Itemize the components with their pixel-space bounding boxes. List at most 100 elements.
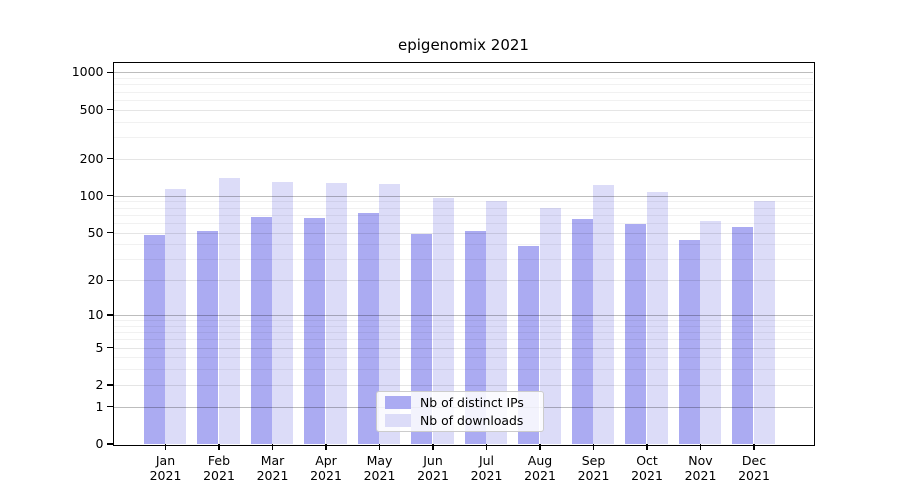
y-tick-0 xyxy=(106,443,114,445)
bar-downloads-feb xyxy=(218,178,240,444)
gridline-60 xyxy=(113,222,813,224)
bar-distinct-ips-may xyxy=(357,213,379,444)
gridline-100 xyxy=(113,195,813,197)
bar-distinct-ips-sep xyxy=(571,218,593,444)
x-tick-label-sep: Sep 2021 xyxy=(577,453,610,483)
gridline-6 xyxy=(113,339,813,341)
x-tick-label-jan: Jan 2021 xyxy=(149,453,182,483)
y-tick-label-50: 50 xyxy=(87,224,104,240)
legend-item-downloads: Nb of downloads xyxy=(385,413,535,428)
y-tick-label-200: 200 xyxy=(79,150,104,166)
legend-swatch-distinct-ips xyxy=(385,396,411,409)
x-tick-label-dec: Dec 2021 xyxy=(738,453,770,483)
x-tick-sep xyxy=(592,444,595,450)
legend-label-distinct-ips: Nb of distinct IPs xyxy=(420,395,524,410)
x-tick-apr xyxy=(325,444,327,450)
x-tick-feb xyxy=(218,444,220,450)
y-tick-label-1: 1 xyxy=(95,398,104,414)
y-tick-100 xyxy=(106,195,114,197)
y-tick-label-2: 2 xyxy=(95,376,104,392)
gridline-7 xyxy=(113,332,813,334)
y-tick-20 xyxy=(106,279,114,281)
bar-distinct-ips-feb xyxy=(197,231,219,444)
bar-distinct-ips-mar xyxy=(250,217,272,444)
y-tick-label-10: 10 xyxy=(87,307,104,322)
x-tick-label-may: May 2021 xyxy=(363,453,396,483)
gridline-900 xyxy=(113,78,813,79)
y-tick-1000 xyxy=(106,71,114,73)
bar-downloads-jul xyxy=(486,200,508,444)
x-tick-may xyxy=(378,444,381,450)
y-tick-5 xyxy=(106,347,114,349)
gridline-20 xyxy=(113,280,813,282)
x-tick-jan xyxy=(164,444,167,450)
y-tick-label-20: 20 xyxy=(87,272,104,288)
x-tick-label-mar: Mar 2021 xyxy=(256,453,289,483)
x-tick-label-nov: Nov 2021 xyxy=(684,453,717,483)
y-tick-label-0: 0 xyxy=(95,436,104,451)
y-tick-50 xyxy=(106,231,114,234)
x-tick-label-feb: Feb 2021 xyxy=(203,453,235,483)
gridline-300 xyxy=(113,137,813,138)
y-tick-label-100: 100 xyxy=(79,187,104,203)
gridline-3 xyxy=(113,369,813,371)
bar-downloads-dec xyxy=(753,201,775,444)
legend-swatch-downloads xyxy=(385,414,411,427)
x-tick-label-oct: Oct 2021 xyxy=(631,453,663,483)
chart-title: epigenomix 2021 xyxy=(398,36,529,54)
bar-distinct-ips-dec xyxy=(732,227,754,444)
gridline-600 xyxy=(113,99,813,101)
bar-downloads-oct xyxy=(646,191,668,444)
gridline-800 xyxy=(113,84,813,86)
x-tick-dec xyxy=(753,444,755,450)
gridline-40 xyxy=(113,244,813,246)
y-tick-label-1000: 1000 xyxy=(71,64,104,80)
bar-downloads-nov xyxy=(700,221,722,444)
x-tick-label-jun: Jun 2021 xyxy=(417,453,449,483)
gridline-200 xyxy=(113,158,813,160)
bar-downloads-jun xyxy=(432,197,454,444)
bar-downloads-mar xyxy=(272,182,294,444)
x-tick-mar xyxy=(271,444,274,450)
x-tick-oct xyxy=(646,444,648,450)
y-tick-500 xyxy=(106,108,114,111)
gridline-4 xyxy=(113,357,813,359)
x-tick-label-jul: Jul 2021 xyxy=(470,453,503,483)
gridline-700 xyxy=(113,91,813,93)
y-tick-10 xyxy=(106,314,114,316)
legend-label-downloads: Nb of downloads xyxy=(420,413,524,428)
x-tick-label-apr: Apr 2021 xyxy=(310,453,342,483)
y-tick-2 xyxy=(106,384,114,386)
bar-distinct-ips-jan xyxy=(143,234,165,444)
gridline-70 xyxy=(113,214,813,216)
x-tick-jul xyxy=(485,444,488,450)
gridline-90 xyxy=(113,201,813,203)
bar-downloads-aug xyxy=(539,208,561,444)
gridline-80 xyxy=(113,207,813,209)
gridline-10 xyxy=(113,315,813,316)
gridline-5 xyxy=(113,347,813,349)
x-tick-nov xyxy=(699,444,702,450)
y-tick-label-500: 500 xyxy=(79,101,104,117)
bar-downloads-jan xyxy=(165,189,187,444)
gridline-500 xyxy=(113,109,813,111)
bar-downloads-sep xyxy=(593,185,615,444)
x-tick-label-aug: Aug 2021 xyxy=(524,453,556,483)
y-tick-200 xyxy=(106,158,114,160)
bar-distinct-ips-jul xyxy=(464,231,486,444)
bar-downloads-apr xyxy=(325,183,347,444)
gridline-30 xyxy=(113,259,813,261)
gridline-400 xyxy=(113,121,813,123)
gridline-2 xyxy=(113,384,813,386)
gridline-9 xyxy=(113,320,813,322)
legend: Nb of distinct IPs Nb of downloads xyxy=(376,391,544,432)
bar-distinct-ips-apr xyxy=(304,217,326,444)
gridline-1000 xyxy=(113,72,813,74)
plot-area-gridlines xyxy=(113,62,813,444)
bar-distinct-ips-oct xyxy=(625,223,647,444)
x-tick-jun xyxy=(432,444,434,450)
x-tick-aug xyxy=(539,444,541,450)
legend-item-distinct-ips: Nb of distinct IPs xyxy=(385,395,535,410)
y-tick-1 xyxy=(106,406,114,408)
